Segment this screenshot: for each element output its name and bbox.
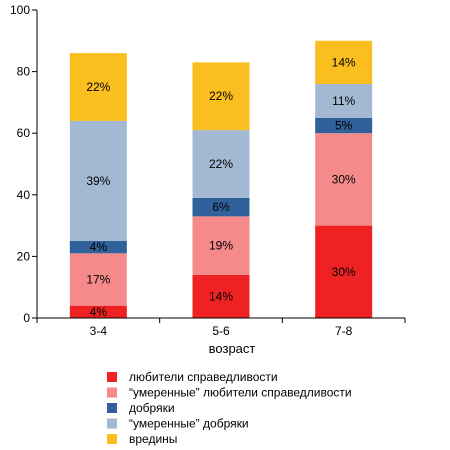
bar-segment-7-8-2 [315, 133, 373, 226]
y-tick-label: 40 [17, 188, 31, 202]
y-tick-label: 60 [17, 126, 31, 140]
bar-segment-5-6-1 [192, 274, 250, 318]
bar-segment-3-4-1 [69, 305, 127, 318]
legend-swatch-5 [107, 434, 117, 444]
legend-swatch-4 [107, 418, 117, 429]
bar-segment-3-4-2 [69, 253, 127, 306]
legend-label-5: вредины [129, 432, 177, 446]
legend-label-2: “умеренные” любители справедливости [129, 386, 352, 400]
data-label-7-8-4: 11% [332, 94, 355, 108]
data-label-5-6-2: 19% [209, 239, 233, 253]
legend-label-3: добряки [129, 401, 175, 415]
legend-label-1: любители справедливости [129, 370, 278, 384]
bar-segment-7-8-3 [315, 117, 373, 134]
bar-segment-7-8-4 [315, 83, 373, 118]
data-label-5-6-3: 6% [212, 200, 230, 214]
data-label-3-4-3: 4% [90, 240, 108, 254]
x-axis-title: возраст [209, 341, 256, 356]
data-label-7-8-3: 5% [335, 119, 353, 133]
bar-segment-5-6-3 [192, 197, 250, 217]
data-label-5-6-4: 22% [209, 157, 233, 171]
axes: 0 20 40 60 80 100 3-4 5-6 7-8 [10, 3, 406, 338]
legend-label-4: “умеренные” добряки [129, 417, 249, 431]
data-label-3-4-5: 22% [86, 80, 110, 94]
bar-segment-5-6-4 [192, 130, 250, 198]
data-label-5-6-1: 14% [209, 289, 233, 303]
data-label-3-4-2: 17% [86, 273, 110, 287]
data-label-7-8-2: 30% [332, 172, 356, 186]
data-label-5-6-5: 22% [209, 89, 233, 103]
plot-area: 4% 17% 4% 39% 22% 14% 19% 6% 22% 22% 30% 30% 5% 11% 14… [69, 40, 373, 319]
bar-segment-7-8-1 [315, 225, 373, 318]
data-label-7-8-5: 14% [332, 55, 356, 69]
x-tick-label-5-6: 5-6 [212, 324, 230, 338]
data-label-3-4-4: 39% [86, 174, 110, 188]
legend-swatch-1 [107, 372, 117, 382]
data-label-7-8-1: 30% [332, 265, 356, 279]
bar-segment-3-4-5 [69, 53, 127, 121]
y-tick-label: 80 [17, 65, 31, 79]
x-tick-label-7-8: 7-8 [335, 324, 353, 338]
x-tick-label-3-4: 3-4 [90, 324, 108, 338]
y-tick-label: 20 [17, 249, 31, 263]
bar-segment-5-6-5 [192, 62, 250, 131]
legend-swatch-3 [107, 403, 117, 413]
bar-segment-7-8-5 [315, 40, 373, 84]
bar-segment-3-4-4 [69, 120, 127, 241]
y-tick-label: 0 [23, 311, 30, 325]
legend: любители справедливости “умеренные” любит… [107, 370, 352, 446]
bar-segment-3-4-3 [69, 241, 127, 254]
legend-swatch-2 [107, 387, 117, 398]
data-label-3-4-1: 4% [90, 305, 108, 319]
y-tick-label: 100 [10, 3, 30, 17]
bar-segment-5-6-2 [192, 216, 250, 275]
